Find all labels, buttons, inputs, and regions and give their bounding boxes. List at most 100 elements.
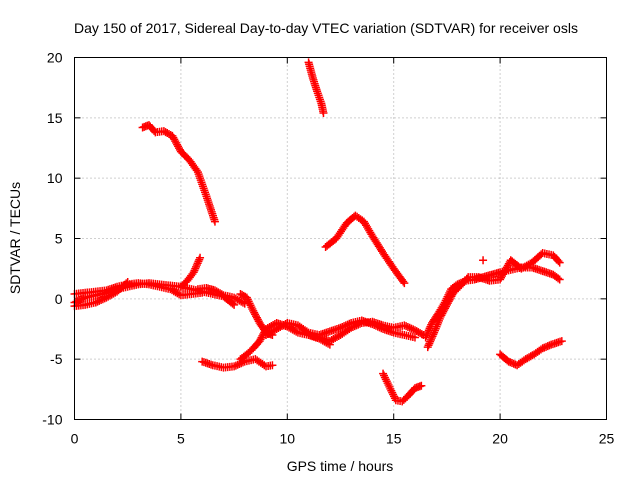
data-point-marker: [399, 277, 408, 286]
data-point-marker: [400, 321, 409, 330]
series-arc-12: [321, 211, 409, 288]
data-point-marker: [250, 308, 259, 317]
data-point-marker: [426, 335, 435, 344]
plot-frame: [74, 57, 607, 420]
data-point-marker: [93, 297, 102, 306]
data-point-marker: [441, 302, 450, 311]
y-tick-label: 15: [47, 110, 63, 126]
data-point-marker: [410, 333, 419, 342]
data-point-marker: [555, 258, 564, 267]
data-point-marker: [554, 274, 563, 283]
data-point-marker: [98, 295, 107, 304]
data-point-marker: [255, 337, 264, 346]
data-point-marker: [193, 259, 202, 268]
data-point-marker: [479, 256, 488, 265]
data-point-marker: [437, 311, 446, 320]
y-tick-labels: -10 -5 0 5 10 15 20: [42, 50, 62, 428]
data-point-marker: [388, 388, 397, 397]
data-point-marker: [555, 275, 564, 284]
data-point-marker: [292, 327, 301, 336]
x-tick-label: 0: [71, 431, 79, 447]
data-point-marker: [248, 305, 257, 314]
series-arc-5: [176, 253, 205, 291]
data-point-marker: [191, 264, 200, 273]
data-point-marker: [348, 322, 357, 331]
data-point-marker: [175, 144, 184, 153]
data-point-marker: [387, 386, 396, 395]
data-point-marker: [338, 322, 347, 331]
x-tick-label: 10: [280, 431, 296, 447]
data-point-marker: [233, 360, 242, 369]
data-point-marker: [443, 299, 452, 308]
data-point-marker: [440, 306, 449, 315]
data-point-marker: [447, 292, 456, 301]
data-point-marker: [436, 312, 445, 321]
x-tick-label: 25: [599, 431, 615, 447]
data-point-marker: [194, 257, 203, 266]
data-point-marker: [446, 293, 455, 302]
data-point-marker: [97, 296, 106, 305]
data-point-marker: [407, 324, 416, 333]
data-point-marker: [445, 295, 454, 304]
data-point-marker: [347, 323, 356, 332]
data-point-marker: [444, 297, 453, 306]
data-point-marker: [350, 322, 359, 331]
series-arc-2: [70, 279, 207, 300]
data-point-marker: [245, 299, 254, 308]
y-tick-label: 20: [47, 50, 63, 66]
data-point-marker: [246, 301, 255, 310]
data-point-marker: [441, 304, 450, 313]
series-arc-16: [423, 248, 564, 352]
data-point-marker: [354, 320, 363, 329]
data-point-marker: [426, 337, 435, 346]
data-point-marker: [439, 307, 448, 316]
data-point-marker: [425, 339, 434, 348]
data-point-marker: [230, 362, 239, 371]
data-point-marker: [230, 300, 239, 309]
data-point-marker: [319, 109, 328, 118]
data-point-marker: [462, 274, 471, 283]
data-point-marker: [402, 322, 411, 331]
data-point-marker: [244, 297, 253, 306]
data-point-marker: [427, 334, 436, 343]
series-arc-11: [304, 58, 328, 118]
data-point-marker: [172, 138, 181, 147]
data-point-marker: [380, 373, 389, 382]
data-point-marker: [91, 298, 100, 307]
data-point-marker: [438, 309, 447, 318]
y-tick-label: 0: [55, 291, 63, 307]
data-point-marker: [210, 217, 219, 226]
data-point-marker: [195, 255, 204, 264]
data-point-marker: [405, 323, 414, 332]
data-point-marker: [258, 331, 267, 340]
y-tick-label: 5: [55, 231, 63, 247]
data-point-marker: [423, 343, 432, 352]
series-arc-13: [304, 317, 428, 346]
data-point-marker: [356, 319, 365, 328]
data-point-marker: [384, 381, 393, 390]
data-point-marker: [192, 262, 201, 271]
data-point-marker: [302, 327, 311, 336]
data-point-marker: [252, 313, 261, 322]
data-point-marker: [424, 341, 433, 350]
data-point-marker: [257, 333, 266, 342]
data-point-marker: [100, 294, 109, 303]
data-point-marker: [400, 279, 409, 288]
data-point-marker: [123, 277, 132, 286]
data-point-marker: [251, 310, 260, 319]
x-tick-labels: 0 5 10 15 20 25: [71, 431, 615, 447]
data-point-marker: [428, 332, 437, 341]
data-point-marker: [247, 303, 256, 312]
series-arc-17: [479, 256, 488, 265]
data-point-marker: [189, 268, 198, 277]
data-point-marker: [231, 361, 240, 370]
data-point-marker: [379, 371, 388, 380]
data-point-marker: [95, 296, 104, 305]
series-arc-18: [496, 337, 566, 370]
x-axis-title: GPS time / hours: [287, 458, 394, 474]
data-point-marker: [168, 131, 177, 140]
x-tick-label: 5: [177, 431, 185, 447]
y-tick-label: -10: [42, 412, 62, 428]
data-point-marker: [243, 295, 252, 304]
